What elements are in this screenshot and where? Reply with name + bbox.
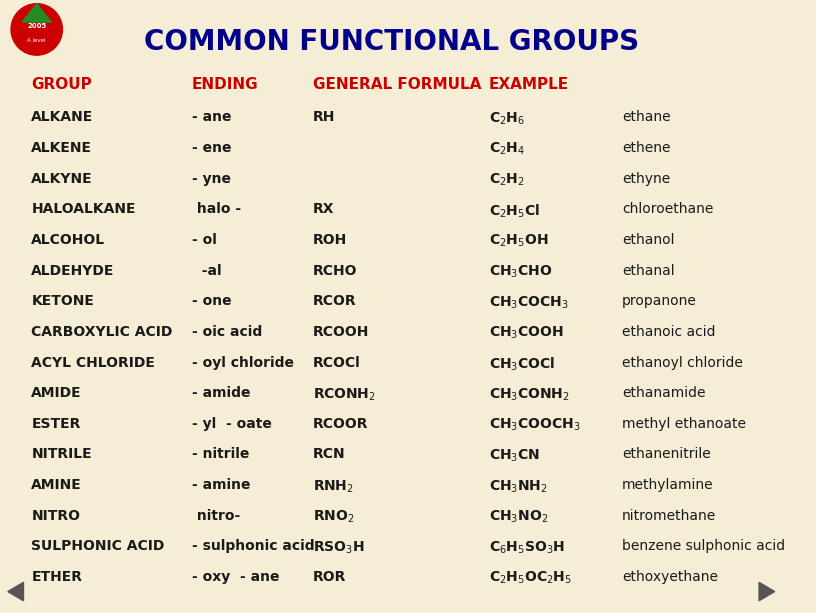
Text: nitro-: nitro- bbox=[192, 509, 240, 523]
Text: ETHER: ETHER bbox=[31, 570, 82, 584]
Text: ALKANE: ALKANE bbox=[31, 110, 94, 124]
Text: - nitrile: - nitrile bbox=[192, 447, 249, 462]
Text: CH$_3$COCH$_3$: CH$_3$COCH$_3$ bbox=[489, 294, 569, 311]
Text: CH$_3$COCl: CH$_3$COCl bbox=[489, 356, 555, 373]
Text: GENERAL FORMULA: GENERAL FORMULA bbox=[313, 77, 481, 91]
Text: C$_2$H$_5$OC$_2$H$_5$: C$_2$H$_5$OC$_2$H$_5$ bbox=[489, 570, 572, 587]
Text: ethanenitrile: ethanenitrile bbox=[622, 447, 711, 462]
Circle shape bbox=[11, 4, 62, 55]
Text: NITRO: NITRO bbox=[31, 509, 80, 523]
Text: - yne: - yne bbox=[192, 172, 231, 186]
Text: ethanal: ethanal bbox=[622, 264, 675, 278]
Text: - one: - one bbox=[192, 294, 232, 308]
Text: COMMON FUNCTIONAL GROUPS: COMMON FUNCTIONAL GROUPS bbox=[144, 28, 639, 56]
Text: AMINE: AMINE bbox=[31, 478, 82, 492]
Text: methylamine: methylamine bbox=[622, 478, 714, 492]
Text: C$_2$H$_6$: C$_2$H$_6$ bbox=[489, 110, 526, 127]
Text: - amine: - amine bbox=[192, 478, 251, 492]
Text: A level: A level bbox=[28, 38, 46, 43]
Text: CH$_3$CONH$_2$: CH$_3$CONH$_2$ bbox=[489, 386, 570, 403]
Text: ethanamide: ethanamide bbox=[622, 386, 706, 400]
Text: RCOOH: RCOOH bbox=[313, 325, 370, 339]
Text: chloroethane: chloroethane bbox=[622, 202, 713, 216]
Text: RCOOR: RCOOR bbox=[313, 417, 369, 431]
Text: ROH: ROH bbox=[313, 233, 348, 247]
Text: C$_2$H$_2$: C$_2$H$_2$ bbox=[489, 172, 525, 188]
Text: RNH$_2$: RNH$_2$ bbox=[313, 478, 354, 495]
Text: ethoxyethane: ethoxyethane bbox=[622, 570, 718, 584]
Text: EXAMPLE: EXAMPLE bbox=[489, 77, 570, 91]
Text: GROUP: GROUP bbox=[31, 77, 92, 91]
Text: benzene sulphonic acid: benzene sulphonic acid bbox=[622, 539, 785, 554]
Text: ROR: ROR bbox=[313, 570, 346, 584]
Polygon shape bbox=[8, 582, 24, 601]
Text: halo -: halo - bbox=[192, 202, 241, 216]
Polygon shape bbox=[22, 4, 51, 22]
Text: ALKYNE: ALKYNE bbox=[31, 172, 93, 186]
Text: RCONH$_2$: RCONH$_2$ bbox=[313, 386, 376, 403]
Text: - oic acid: - oic acid bbox=[192, 325, 262, 339]
Text: - ene: - ene bbox=[192, 141, 231, 155]
Text: -al: -al bbox=[192, 264, 221, 278]
Text: nitromethane: nitromethane bbox=[622, 509, 716, 523]
Text: NITRILE: NITRILE bbox=[31, 447, 92, 462]
Text: ALDEHYDE: ALDEHYDE bbox=[31, 264, 115, 278]
Text: ENDING: ENDING bbox=[192, 77, 259, 91]
Text: CH$_3$CHO: CH$_3$CHO bbox=[489, 264, 552, 280]
Text: methyl ethanoate: methyl ethanoate bbox=[622, 417, 746, 431]
Text: RH: RH bbox=[313, 110, 335, 124]
Text: - ane: - ane bbox=[192, 110, 231, 124]
Text: AMIDE: AMIDE bbox=[31, 386, 82, 400]
Text: SULPHONIC ACID: SULPHONIC ACID bbox=[31, 539, 165, 554]
Text: ethanol: ethanol bbox=[622, 233, 675, 247]
Text: - oxy  - ane: - oxy - ane bbox=[192, 570, 279, 584]
Text: ethane: ethane bbox=[622, 110, 671, 124]
Text: KETONE: KETONE bbox=[31, 294, 94, 308]
Text: C$_6$H$_5$SO$_3$H: C$_6$H$_5$SO$_3$H bbox=[489, 539, 565, 556]
Text: - ol: - ol bbox=[192, 233, 216, 247]
Text: ALKENE: ALKENE bbox=[31, 141, 92, 155]
Text: RNO$_2$: RNO$_2$ bbox=[313, 509, 354, 525]
Text: C$_2$H$_5$OH: C$_2$H$_5$OH bbox=[489, 233, 548, 249]
Text: ACYL CHLORIDE: ACYL CHLORIDE bbox=[31, 356, 155, 370]
Text: ESTER: ESTER bbox=[31, 417, 81, 431]
Text: ethanoic acid: ethanoic acid bbox=[622, 325, 716, 339]
Text: 2005: 2005 bbox=[27, 23, 47, 29]
Text: - yl  - oate: - yl - oate bbox=[192, 417, 272, 431]
Text: CH$_3$COOH: CH$_3$COOH bbox=[489, 325, 564, 341]
Text: ethene: ethene bbox=[622, 141, 671, 155]
Text: CH$_3$COOCH$_3$: CH$_3$COOCH$_3$ bbox=[489, 417, 581, 433]
Text: - amide: - amide bbox=[192, 386, 251, 400]
Text: CH$_3$NH$_2$: CH$_3$NH$_2$ bbox=[489, 478, 548, 495]
Text: RSO$_3$H: RSO$_3$H bbox=[313, 539, 365, 556]
Text: RCOR: RCOR bbox=[313, 294, 357, 308]
Text: C$_2$H$_5$Cl: C$_2$H$_5$Cl bbox=[489, 202, 540, 219]
Text: CH$_3$CN: CH$_3$CN bbox=[489, 447, 540, 464]
Polygon shape bbox=[759, 582, 774, 601]
Text: HALOALKANE: HALOALKANE bbox=[31, 202, 135, 216]
Text: RCN: RCN bbox=[313, 447, 346, 462]
Text: RCOCl: RCOCl bbox=[313, 356, 361, 370]
Text: ethanoyl chloride: ethanoyl chloride bbox=[622, 356, 743, 370]
Text: propanone: propanone bbox=[622, 294, 697, 308]
Text: RCHO: RCHO bbox=[313, 264, 357, 278]
Text: - oyl chloride: - oyl chloride bbox=[192, 356, 294, 370]
Text: CH$_3$NO$_2$: CH$_3$NO$_2$ bbox=[489, 509, 548, 525]
Text: ALCOHOL: ALCOHOL bbox=[31, 233, 105, 247]
Text: - sulphonic acid: - sulphonic acid bbox=[192, 539, 314, 554]
Text: RX: RX bbox=[313, 202, 335, 216]
Text: C$_2$H$_4$: C$_2$H$_4$ bbox=[489, 141, 526, 158]
Text: ethyne: ethyne bbox=[622, 172, 671, 186]
Text: CARBOXYLIC ACID: CARBOXYLIC ACID bbox=[31, 325, 173, 339]
